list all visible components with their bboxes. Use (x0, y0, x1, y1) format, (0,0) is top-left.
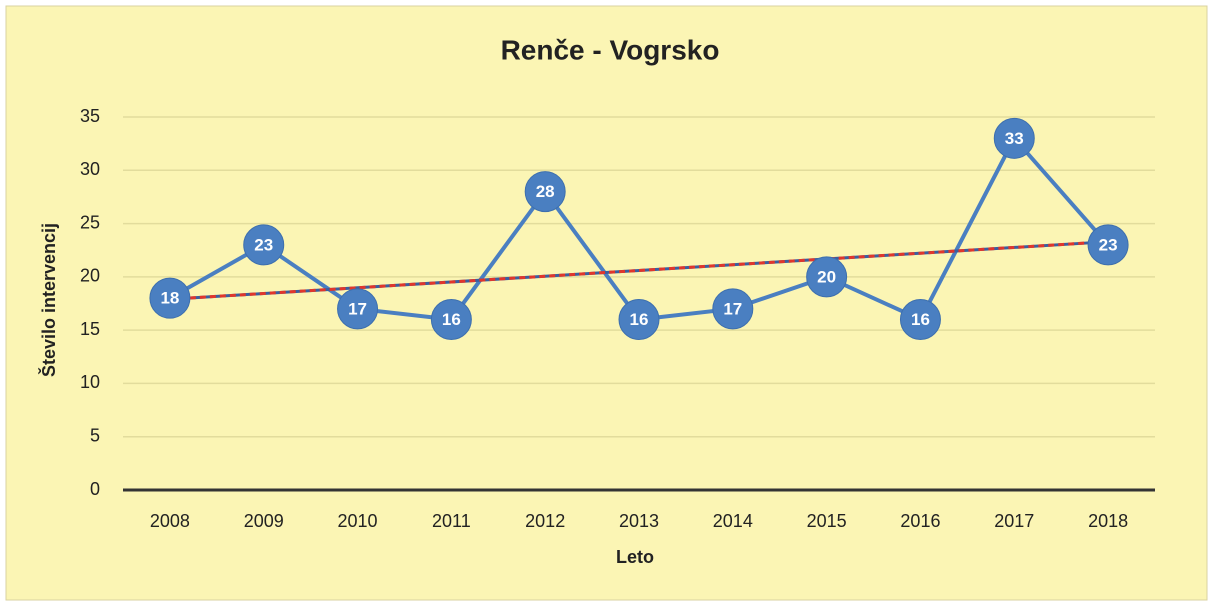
y-tick-label: 0 (90, 479, 100, 499)
data-point (806, 256, 848, 298)
x-tick-label: 2008 (150, 511, 190, 531)
data-point (524, 171, 566, 213)
y-tick-label: 15 (80, 319, 100, 339)
data-label: 17 (723, 299, 742, 318)
data-label: 28 (536, 182, 555, 201)
data-label: 33 (1005, 129, 1024, 148)
x-tick-label: 2015 (807, 511, 847, 531)
data-point (618, 298, 660, 340)
x-tick-label: 2017 (994, 511, 1034, 531)
y-tick-label: 10 (80, 372, 100, 392)
data-label: 16 (911, 310, 930, 329)
y-tick-label: 25 (80, 212, 100, 232)
data-point (712, 288, 754, 330)
data-label: 23 (254, 235, 273, 254)
data-label: 17 (348, 299, 367, 318)
data-point (993, 117, 1035, 159)
x-axis-title: Leto (616, 547, 654, 567)
x-tick-label: 2013 (619, 511, 659, 531)
x-tick-label: 2011 (432, 511, 471, 531)
x-tick-label: 2012 (525, 511, 565, 531)
data-point (337, 288, 379, 330)
data-point (899, 298, 941, 340)
data-label: 23 (1099, 235, 1118, 254)
y-tick-label: 5 (90, 425, 100, 445)
y-tick-label: 30 (80, 159, 100, 179)
data-label: 16 (630, 310, 649, 329)
data-point (149, 277, 191, 319)
x-tick-label: 2018 (1088, 511, 1128, 531)
y-axis-title: Število intervencij (38, 223, 59, 377)
data-point (430, 298, 472, 340)
chart-background (5, 5, 1208, 601)
x-tick-label: 2009 (244, 511, 284, 531)
x-tick-label: 2016 (900, 511, 940, 531)
x-tick-label: 2010 (338, 511, 378, 531)
data-label: 18 (160, 289, 179, 308)
data-label: 20 (817, 267, 836, 286)
chart-title: Renče - Vogrsko (501, 34, 720, 65)
x-tick-label: 2014 (713, 511, 753, 531)
y-tick-label: 35 (80, 106, 100, 126)
data-label: 16 (442, 310, 461, 329)
trendline-dash (169, 240, 1109, 301)
data-point (243, 224, 285, 266)
y-tick-label: 20 (80, 266, 100, 286)
data-point (1087, 224, 1129, 266)
